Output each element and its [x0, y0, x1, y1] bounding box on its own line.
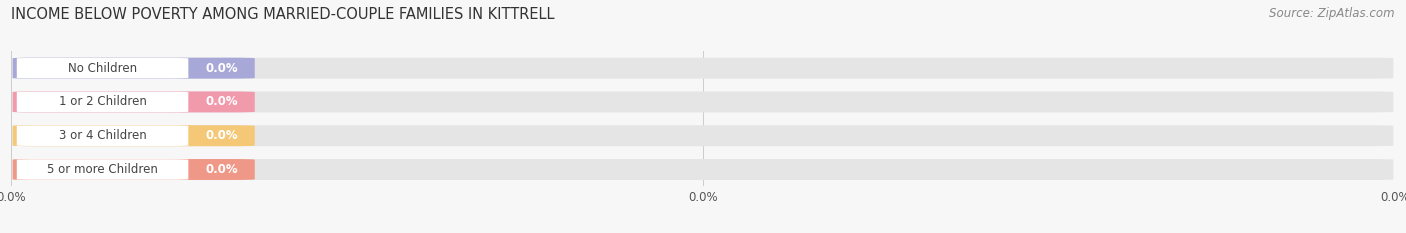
Text: 1 or 2 Children: 1 or 2 Children — [59, 96, 146, 108]
Text: Source: ZipAtlas.com: Source: ZipAtlas.com — [1270, 7, 1395, 20]
FancyBboxPatch shape — [13, 125, 254, 146]
FancyBboxPatch shape — [13, 159, 1393, 180]
FancyBboxPatch shape — [17, 125, 188, 146]
FancyBboxPatch shape — [17, 159, 188, 180]
FancyBboxPatch shape — [13, 159, 254, 180]
FancyBboxPatch shape — [17, 58, 188, 79]
FancyBboxPatch shape — [13, 58, 1393, 79]
Text: 0.0%: 0.0% — [205, 163, 239, 176]
Text: INCOME BELOW POVERTY AMONG MARRIED-COUPLE FAMILIES IN KITTRELL: INCOME BELOW POVERTY AMONG MARRIED-COUPL… — [11, 7, 555, 22]
Text: 0.0%: 0.0% — [205, 96, 239, 108]
FancyBboxPatch shape — [13, 58, 254, 79]
Text: 0.0%: 0.0% — [205, 62, 239, 75]
Text: 0.0%: 0.0% — [205, 129, 239, 142]
FancyBboxPatch shape — [13, 92, 1393, 112]
FancyBboxPatch shape — [17, 92, 188, 112]
FancyBboxPatch shape — [13, 125, 1393, 146]
Text: 5 or more Children: 5 or more Children — [48, 163, 157, 176]
FancyBboxPatch shape — [13, 92, 254, 112]
Text: 3 or 4 Children: 3 or 4 Children — [59, 129, 146, 142]
Text: No Children: No Children — [67, 62, 138, 75]
